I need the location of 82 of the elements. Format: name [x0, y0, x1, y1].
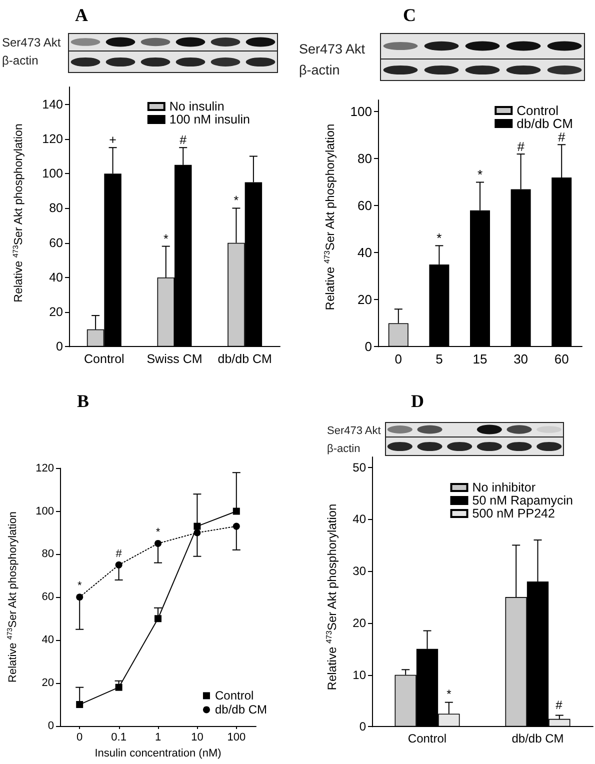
- point: [76, 594, 84, 601]
- annotation: #: [517, 139, 526, 154]
- y-tick-label: 20: [49, 305, 64, 320]
- y-tick-label: 60: [42, 591, 54, 604]
- text: Ser473 Akt: [327, 424, 381, 438]
- x-tick-label: 0.1: [111, 732, 126, 744]
- annotation: *: [234, 194, 239, 208]
- annotation: +: [109, 133, 116, 148]
- chart-title: A: [75, 5, 88, 25]
- y-tick-label: 140: [42, 97, 64, 112]
- x-tick-label: Control: [84, 352, 124, 366]
- x-tick-label: 5: [436, 352, 443, 367]
- annotation: #: [558, 130, 566, 145]
- legend-label: No inhibitor: [472, 480, 536, 494]
- y-tick-label: 100: [36, 505, 54, 518]
- legend-label: 100 nM insulin: [169, 112, 250, 126]
- y-tick-label: 20: [358, 292, 372, 308]
- y-tick-label: 20: [42, 677, 54, 690]
- legend-label: Control: [214, 688, 254, 703]
- x-tick-label: 60: [554, 352, 569, 367]
- legend-label: 500 nM PP242: [472, 506, 556, 520]
- y-tick-label: 100: [350, 104, 372, 120]
- point: [232, 508, 240, 515]
- chart-title: C: [403, 5, 416, 25]
- annotation: #: [116, 548, 123, 560]
- y-tick-label: 100: [42, 166, 64, 181]
- x-tick-label: 10: [191, 732, 204, 744]
- y-tick-label: 0: [364, 339, 372, 354]
- x-tick-label: Control: [408, 732, 447, 746]
- y-tick-label: 40: [352, 512, 366, 526]
- annotation: *: [477, 167, 483, 182]
- chart-title: D: [411, 391, 424, 411]
- legend-label: 50 nM Rapamycin: [472, 494, 574, 508]
- y-tick-label: 80: [49, 201, 64, 216]
- x-tick-label: 100: [227, 732, 246, 744]
- point: [115, 561, 122, 568]
- legend-label: Control: [516, 103, 559, 118]
- x-axis-title: Insulin concentration (nM): [94, 748, 222, 760]
- x-tick-label: 15: [472, 352, 488, 367]
- y-tick-label: 120: [36, 462, 54, 474]
- text: Ser473 Akt: [2, 35, 61, 50]
- annotation: *: [163, 232, 168, 246]
- x-tick-label: 30: [514, 352, 528, 367]
- y-tick-label: 40: [49, 270, 64, 284]
- x-tick-label: 1: [154, 732, 162, 744]
- text: β-actin: [2, 53, 38, 68]
- y-tick-label: 80: [358, 151, 372, 166]
- y-tick-label: 60: [358, 198, 372, 214]
- annotation: *: [156, 526, 161, 538]
- point: [154, 615, 162, 622]
- chart-title: B: [77, 391, 90, 411]
- y-tick-label: 50: [352, 460, 366, 474]
- legend-label: No insulin: [169, 100, 224, 114]
- annotation: #: [556, 698, 562, 712]
- annotation: *: [77, 580, 82, 592]
- y-tick-label: 0: [359, 720, 366, 734]
- y-tick-label: 40: [358, 245, 372, 260]
- y-tick-label: 40: [42, 634, 54, 646]
- x-tick-label: 0: [394, 352, 402, 367]
- y-tick-label: 80: [42, 548, 54, 560]
- point: [232, 522, 240, 530]
- y-tick-label: 60: [49, 236, 64, 250]
- point: [76, 701, 84, 708]
- y-tick-label: 120: [42, 132, 64, 146]
- text: β-actin: [299, 62, 340, 78]
- x-tick-label: 0: [76, 732, 83, 744]
- text: Ser473 Akt: [299, 42, 366, 58]
- legend-label: db/db CM: [516, 116, 574, 131]
- annotation: #: [180, 133, 187, 148]
- point: [115, 684, 122, 691]
- annotation: *: [446, 687, 452, 701]
- text: β-actin: [327, 442, 360, 456]
- y-tick-label: 20: [352, 616, 366, 630]
- y-tick-label: 0: [56, 340, 64, 354]
- annotation: *: [436, 230, 442, 246]
- x-tick-label: Swiss CM: [146, 352, 202, 366]
- x-tick-label: db/db CM: [218, 352, 272, 366]
- y-tick-label: 0: [48, 720, 54, 732]
- x-tick-label: db/db CM: [512, 732, 564, 746]
- y-tick-label: 30: [352, 564, 366, 578]
- legend-label: db/db CM: [214, 702, 268, 717]
- y-tick-label: 10: [352, 668, 366, 682]
